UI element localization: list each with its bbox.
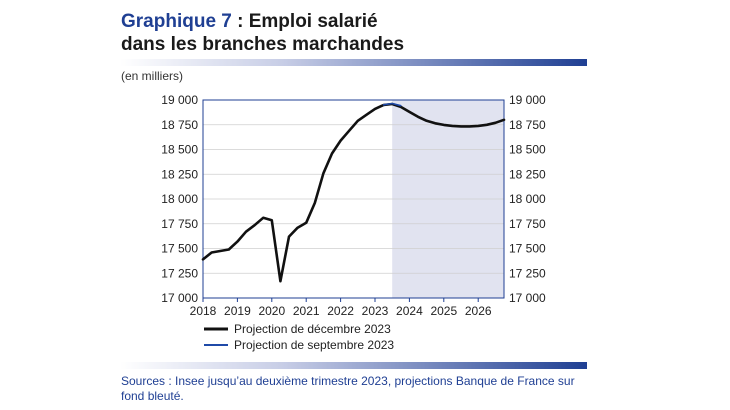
y-tick-label-left: 18 500 xyxy=(161,143,198,157)
y-tick-label-left: 17 000 xyxy=(161,291,198,305)
bottom-gradient-rule xyxy=(120,362,587,369)
y-tick-label-right: 18 250 xyxy=(509,167,546,181)
y-tick-label-left: 17 500 xyxy=(161,242,198,256)
plot-frame xyxy=(202,99,505,299)
y-tick-label-left: 19 000 xyxy=(161,93,198,107)
title-line-1: Graphique 7 : Emploi salarié xyxy=(121,10,404,33)
unit-label: (en milliers) xyxy=(121,69,184,83)
series-line-septembre-2023 xyxy=(382,102,402,107)
series-line-decembre-2023 xyxy=(201,102,506,283)
title-line-2: dans les branches marchandes xyxy=(121,34,405,55)
y-tick-label-left: 18 250 xyxy=(161,167,198,181)
top-gradient-rule xyxy=(120,59,587,66)
y-tick-label-right: 18 500 xyxy=(509,143,546,157)
legend-label: Projection de septembre 2023 xyxy=(234,338,394,352)
legend-label: Projection de décembre 2023 xyxy=(234,322,391,336)
y-tick-label-right: 18 750 xyxy=(509,118,546,132)
x-tick-label: 2022 xyxy=(327,304,354,318)
x-tick-label: 2024 xyxy=(396,304,423,318)
y-tick-label-left: 17 250 xyxy=(161,266,198,280)
y-tick-label-right: 17 250 xyxy=(509,266,546,280)
y-tick-label-left: 17 750 xyxy=(161,217,198,231)
title-prefix: Graphique 7 xyxy=(121,11,232,32)
sources-note: Sources : Insee jusqu’au deuxième trimes… xyxy=(121,374,575,403)
y-tick-label-right: 17 000 xyxy=(509,291,546,305)
x-tick-label: 2019 xyxy=(224,304,251,318)
chart-title: Graphique 7 : Emploi salarié dans les br… xyxy=(121,10,404,56)
x-tick-label: 2018 xyxy=(190,304,217,318)
x-tick-label: 2025 xyxy=(430,304,457,318)
y-tick-label-left: 18 750 xyxy=(161,118,198,132)
x-tick-label: 2020 xyxy=(258,304,285,318)
x-tick-label: 2026 xyxy=(465,304,492,318)
y-tick-label-right: 18 000 xyxy=(509,192,546,206)
x-tick-label: 2023 xyxy=(362,304,389,318)
title-rest: : Emploi salarié xyxy=(231,11,378,32)
y-tick-label-left: 18 000 xyxy=(161,192,198,206)
x-tick-label: 2021 xyxy=(293,304,320,318)
y-tick-label-right: 17 500 xyxy=(509,242,546,256)
y-tick-label-right: 17 750 xyxy=(509,217,546,231)
y-tick-label-right: 19 000 xyxy=(509,93,546,107)
